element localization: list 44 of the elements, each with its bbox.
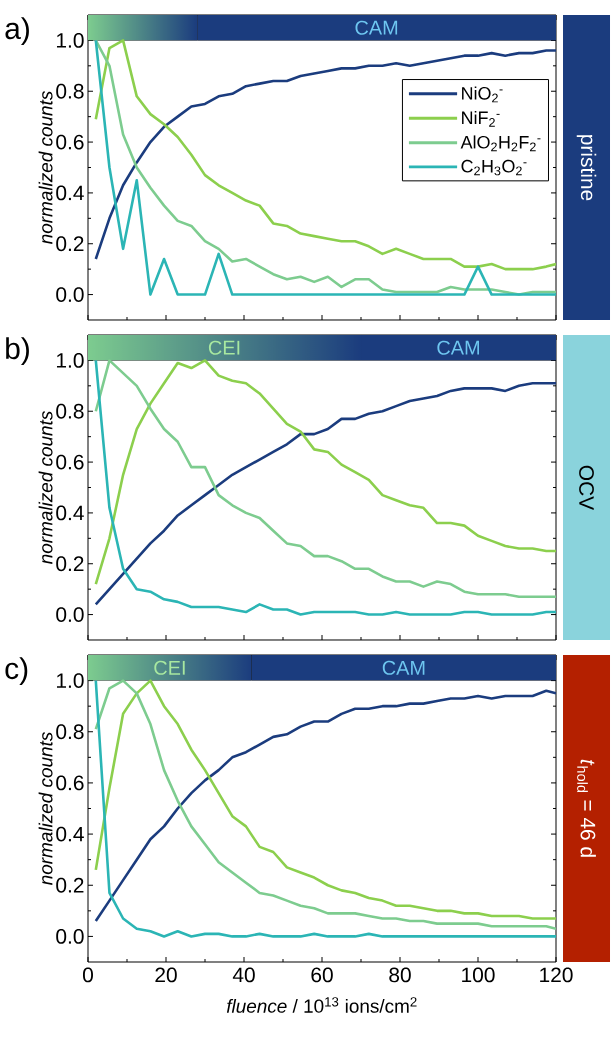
band-label: CAM [382,660,425,675]
chart-title: c) [5,657,28,686]
x-tick-label: 40 [232,967,255,983]
y2-axis-title: t$_{hold}$ = 46 d [577,759,596,857]
y-tick-label: 0.8 [56,724,84,740]
y-tick-label: 0.2 [56,877,84,893]
x-tick-label: 20 [155,967,177,983]
chart-title: b) [6,337,29,366]
x-tick-label: 100 [462,967,495,983]
x-tick-label: 60 [311,967,333,983]
y-tick-label: 1.0 [56,353,84,368]
y-tick-label: 0.8 [56,83,84,99]
y-tick-label: 0.6 [56,454,84,470]
y-tick-label: 0.4 [56,505,84,521]
y-tick-label: 1.0 [56,673,84,688]
y-tick-label: 0.4 [56,826,84,842]
y-tick-label: 0.6 [56,775,84,791]
y2-axis-title: pristine [576,135,597,201]
x-axis-title: fluence / 10$^{13}$ ions/cm$^{2}$ [226,997,417,1013]
y-tick-label: 0.6 [56,134,84,150]
chart-title: a) [5,17,29,46]
x-tick-label: 80 [389,967,411,983]
y-tick-label: 0.0 [56,287,84,302]
band-label: CAM [355,20,398,35]
legend-label: AlO$_{2}$H$_{2}$F$_{2}$- [460,135,541,152]
legend-label: NiF$_{2}$- [462,110,500,127]
y-tick-label: 0.0 [56,607,84,622]
band-label: CEI [208,340,240,355]
y-axis-title: normalized counts [38,91,53,244]
x-tick-label: 0 [83,967,93,983]
y-tick-label: 1.0 [56,33,84,48]
x-tick-label: 120 [540,967,573,983]
y-tick-label: 0.2 [56,236,84,252]
legend-label: C$_{2}$H$_{3}$O$_{2}$- [461,159,527,176]
y-tick-label: 0.2 [56,556,84,572]
y-axis-title: normalized counts [38,411,53,564]
y2-axis-title: OCV [579,465,594,511]
y-tick-label: 0.8 [56,403,84,419]
y-tick-label: 0.0 [56,929,84,944]
band-label: CEI [154,660,185,675]
band-label: CAM [437,340,479,355]
legend-label: NiO$_{2}$- [462,86,503,103]
y-axis-title: normalized counts [38,732,53,885]
y-tick-label: 0.4 [56,185,84,201]
